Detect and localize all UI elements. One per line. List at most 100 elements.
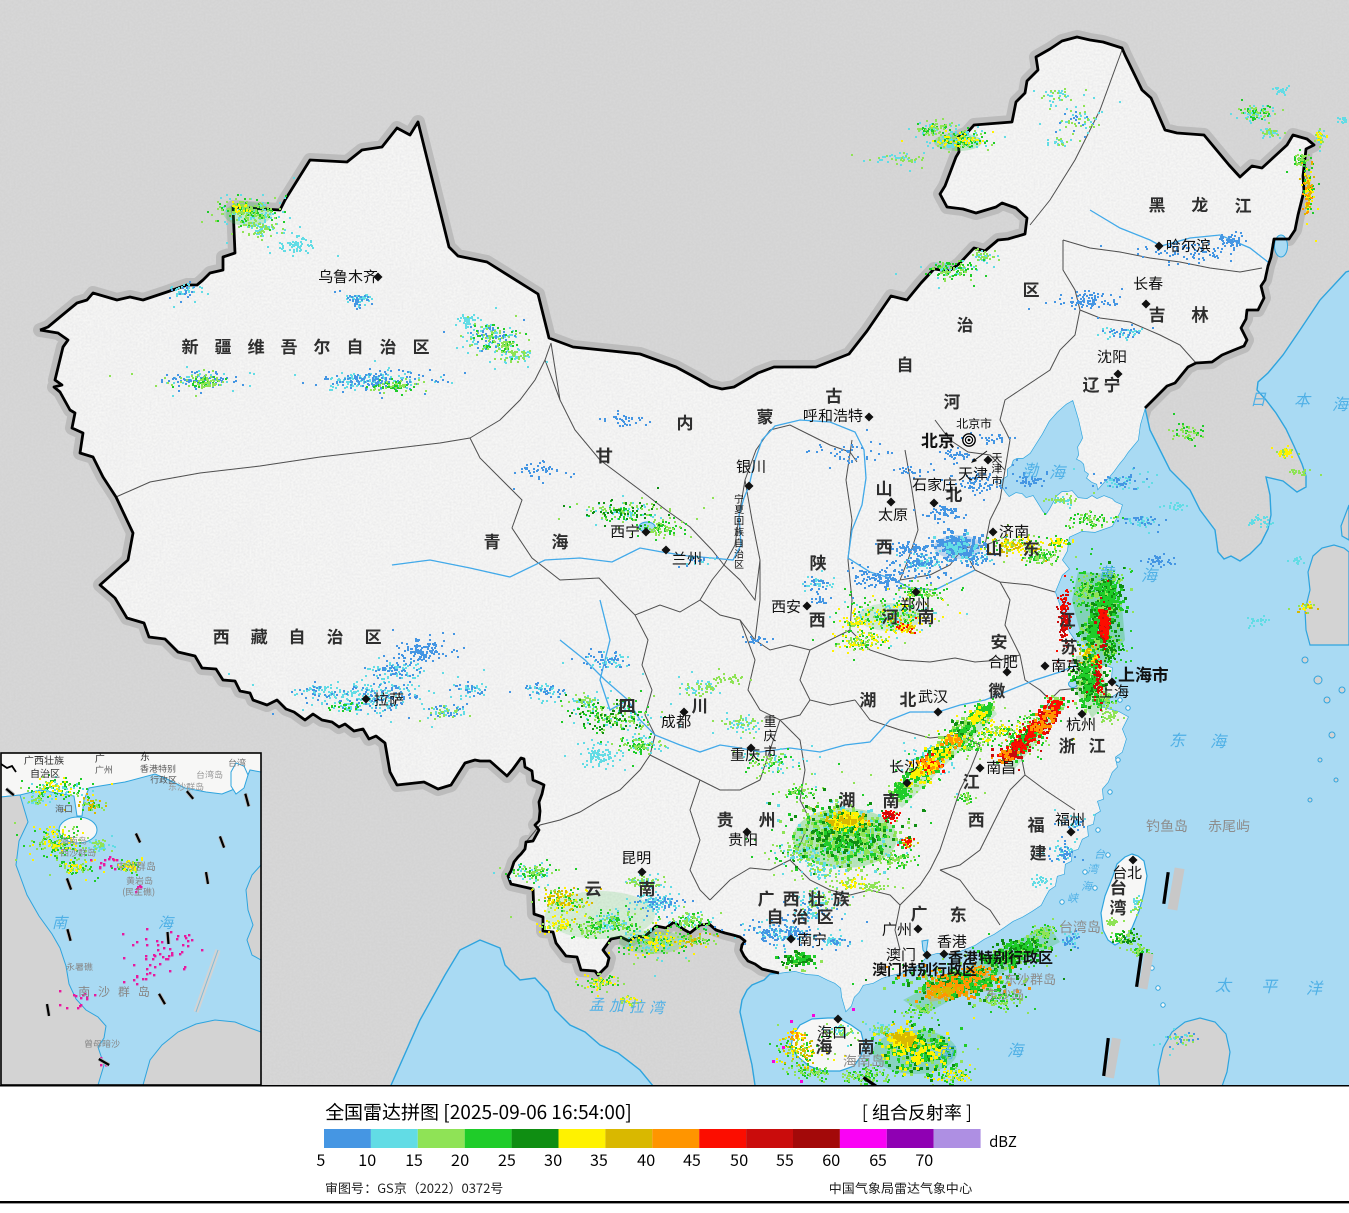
svg-text:藏: 藏 xyxy=(251,623,268,648)
svg-text:呼和浩特: 呼和浩特 xyxy=(803,405,863,426)
svg-text:黑: 黑 xyxy=(1149,191,1166,216)
svg-text:55: 55 xyxy=(776,1147,794,1171)
svg-text:东: 东 xyxy=(1169,727,1187,751)
svg-text:湾: 湾 xyxy=(649,997,667,1018)
svg-text:广州: 广州 xyxy=(95,763,113,776)
svg-text:5: 5 xyxy=(317,1147,326,1171)
svg-text:广西壮族: 广西壮族 xyxy=(24,752,65,767)
svg-text:香港特别: 香港特别 xyxy=(140,762,176,775)
svg-text:上海市: 上海市 xyxy=(1118,661,1169,686)
svg-text:南京: 南京 xyxy=(1051,655,1081,676)
svg-text:济南: 济南 xyxy=(999,521,1029,542)
svg-text:山: 山 xyxy=(876,475,893,500)
svg-text:日: 日 xyxy=(1250,386,1267,410)
svg-text:南: 南 xyxy=(938,1039,957,1063)
svg-text:西: 西 xyxy=(876,533,893,558)
svg-text:浙: 浙 xyxy=(1059,732,1076,757)
svg-text:安: 安 xyxy=(991,628,1008,653)
svg-text:东: 东 xyxy=(950,901,967,926)
svg-text:黄岩岛: 黄岩岛 xyxy=(126,874,153,887)
svg-text:河: 河 xyxy=(944,388,961,413)
svg-text:南昌: 南昌 xyxy=(986,757,1016,778)
svg-text:海南岛: 海南岛 xyxy=(59,834,87,847)
svg-text:新: 新 xyxy=(182,333,199,358)
svg-text:江: 江 xyxy=(1089,732,1106,757)
svg-text:哈尔滨: 哈尔滨 xyxy=(1166,235,1211,256)
svg-text:海口: 海口 xyxy=(817,1022,847,1043)
svg-text:西: 西 xyxy=(213,623,230,648)
svg-text:维: 维 xyxy=(248,333,265,358)
svg-text:洋: 洋 xyxy=(1306,975,1324,999)
svg-text:郑州: 郑州 xyxy=(900,594,930,615)
svg-text:尔: 尔 xyxy=(314,333,331,358)
svg-text:壮: 壮 xyxy=(808,885,826,910)
svg-text:峡: 峡 xyxy=(1067,890,1080,906)
svg-text:东沙群岛: 东沙群岛 xyxy=(1004,969,1056,988)
svg-text:成都: 成都 xyxy=(661,711,691,732)
svg-text:湾: 湾 xyxy=(1110,894,1127,919)
svg-text:香港特别行政区: 香港特别行政区 xyxy=(948,947,1053,968)
svg-text:疆: 疆 xyxy=(214,333,232,358)
svg-text:河: 河 xyxy=(882,603,899,628)
svg-text:四: 四 xyxy=(619,692,636,717)
svg-text:内: 内 xyxy=(677,409,694,434)
svg-text:州: 州 xyxy=(759,806,776,831)
svg-text:北京市: 北京市 xyxy=(956,415,992,432)
svg-text:10: 10 xyxy=(358,1147,376,1171)
svg-text:治: 治 xyxy=(792,903,809,928)
svg-text:治: 治 xyxy=(327,623,344,648)
svg-text:东: 东 xyxy=(1023,535,1040,560)
svg-text:澳门: 澳门 xyxy=(886,944,916,965)
svg-text:区: 区 xyxy=(413,333,430,358)
svg-text:广: 广 xyxy=(911,900,928,925)
svg-text:贵阳: 贵阳 xyxy=(728,829,758,850)
svg-text:东沙群岛: 东沙群岛 xyxy=(168,780,204,793)
svg-text:区: 区 xyxy=(365,623,382,648)
svg-text:山: 山 xyxy=(986,535,1003,560)
svg-text:福州: 福州 xyxy=(1055,809,1085,830)
svg-text:太: 太 xyxy=(1215,972,1233,996)
svg-text:香港: 香港 xyxy=(937,931,967,952)
svg-text:25: 25 xyxy=(498,1147,516,1171)
svg-text:澳门特别行政区: 澳门特别行政区 xyxy=(872,959,977,980)
svg-text:建: 建 xyxy=(1030,839,1047,864)
svg-text:自: 自 xyxy=(289,623,306,648)
svg-text:20: 20 xyxy=(451,1147,469,1171)
svg-text:70: 70 xyxy=(915,1147,933,1171)
svg-text:南: 南 xyxy=(78,983,90,1000)
svg-text:[ 组合反射率 ]: [ 组合反射率 ] xyxy=(862,1099,972,1125)
svg-text:自: 自 xyxy=(767,903,784,928)
svg-text:东沙岛: 东沙岛 xyxy=(985,984,1024,1003)
svg-text:杭州: 杭州 xyxy=(1066,714,1096,735)
svg-text:海: 海 xyxy=(816,1033,833,1058)
svg-text:拉萨: 拉萨 xyxy=(374,689,404,710)
svg-text:区: 区 xyxy=(1023,276,1040,301)
svg-text:重庆: 重庆 xyxy=(730,744,760,765)
svg-text:广: 广 xyxy=(95,750,105,765)
svg-text:贵: 贵 xyxy=(717,806,734,831)
svg-text:dBZ: dBZ xyxy=(989,1131,1017,1152)
svg-text:海: 海 xyxy=(1049,459,1067,483)
svg-text:30: 30 xyxy=(544,1147,562,1171)
svg-text:西: 西 xyxy=(968,806,985,831)
svg-text:北: 北 xyxy=(900,686,917,711)
svg-text:西: 西 xyxy=(809,606,826,631)
svg-text:行政区: 行政区 xyxy=(150,773,177,786)
svg-text:海: 海 xyxy=(1007,1037,1025,1061)
svg-text:50: 50 xyxy=(730,1147,748,1171)
svg-text:西: 西 xyxy=(783,885,800,910)
svg-text:蒙: 蒙 xyxy=(757,403,774,428)
svg-text:广州: 广州 xyxy=(882,919,912,940)
svg-text:福: 福 xyxy=(1028,811,1045,836)
svg-text:云: 云 xyxy=(585,875,602,900)
svg-text:审图号：GS京（2022）0372号: 审图号：GS京（2022）0372号 xyxy=(325,1178,503,1197)
svg-text:海: 海 xyxy=(1081,878,1094,894)
svg-text:海: 海 xyxy=(1210,728,1228,752)
svg-text:台: 台 xyxy=(1094,846,1106,862)
svg-text:15: 15 xyxy=(405,1147,423,1171)
svg-text:长沙: 长沙 xyxy=(889,756,919,777)
svg-text:湖: 湖 xyxy=(839,786,856,811)
svg-text:林: 林 xyxy=(1192,301,1209,326)
svg-text:江: 江 xyxy=(1059,606,1076,631)
svg-text:江: 江 xyxy=(963,768,980,793)
